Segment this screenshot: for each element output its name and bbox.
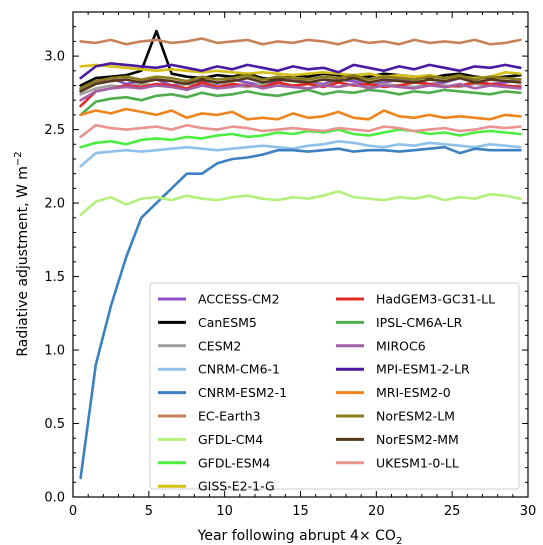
series-line-cnrm-esm2-1	[79, 145, 522, 480]
series-lines	[79, 29, 522, 480]
y-tick-label: 0.5	[44, 417, 65, 432]
series-line-ipsl-cm6a-lr	[79, 88, 522, 117]
series-line-mpi-esm1-2-lr	[79, 62, 522, 80]
series-line-cnrm-cm6-1	[79, 140, 522, 168]
legend-label-access-cm2: ACCESS-CM2	[198, 292, 280, 307]
x-tick-label: 5	[145, 504, 153, 519]
x-tick-label: 25	[444, 504, 461, 519]
legend-label-mpi-esm1-2-lr: MPI-ESM1-2-LR	[376, 362, 470, 377]
legend-label-gfdl-esm4: GFDL-ESM4	[198, 455, 270, 470]
x-tick-label: 0	[69, 504, 77, 519]
series-line-miroc6	[79, 82, 522, 102]
legend-box	[149, 282, 520, 490]
x-tick-label: 30	[520, 504, 537, 519]
y-tick-label: 2.5	[44, 123, 65, 138]
legend-label-cesm2: CESM2	[198, 338, 241, 353]
y-tick-label: 2.0	[44, 197, 65, 212]
x-tick-label: 10	[216, 504, 233, 519]
legend-label-miroc6: MIROC6	[376, 338, 426, 353]
y-tick-label: 1.5	[44, 270, 65, 285]
y-tick-label: 1.0	[44, 344, 65, 359]
legend-label-giss-e2-1-g: GISS-E2-1-G	[198, 479, 275, 494]
legend-label-hadgem3-gc31-ll: HadGEM3-GC31-LL	[376, 292, 495, 307]
legend-label-gfdl-cm4: GFDL-CM4	[198, 432, 263, 447]
x-tick-label: 20	[368, 504, 385, 519]
legend-label-canesm5: CanESM5	[198, 315, 257, 330]
legend-label-ukesm1-0-ll: UKESM1-0-LL	[376, 455, 459, 470]
series-line-noresm2-lm	[79, 73, 522, 90]
legend-label-ipsl-cm6a-lr: IPSL-CM6A-LR	[376, 315, 463, 330]
legend-label-noresm2-mm: NorESM2-MM	[376, 432, 459, 447]
axis-ticks	[72, 11, 529, 498]
series-line-noresm2-mm	[79, 76, 522, 93]
legend-label-cnrm-cm6-1: CNRM-CM6-1	[198, 362, 280, 377]
axis-tick-labels: 0 5 10 15 20 25 30 0.0 0.5 1.0 1.5 2.0 2.5 3.0	[44, 50, 536, 519]
series-line-gfdl-cm4	[79, 190, 522, 217]
legend-label-ec-earth3: EC-Earth3	[198, 409, 261, 424]
legend-label-mri-esm2-0: MRI-ESM2-0	[376, 385, 451, 400]
series-line-ec-earth3	[79, 37, 522, 46]
legend-label-cnrm-esm2-1: CNRM-ESM2-1	[198, 385, 287, 400]
legend: ACCESS-CM2 CanESM5 CESM2 CNRM-CM6-1 CNRM-ESM…	[149, 282, 520, 494]
x-tick-label: 15	[292, 504, 309, 519]
y-axis-title: Radiative adjustment, W m−2	[13, 151, 31, 356]
legend-label-noresm2-lm: NorESM2-LM	[376, 409, 455, 424]
series-line-mri-esm2-0	[79, 107, 522, 121]
x-axis-title: Year following abrupt 4× CO2	[197, 528, 403, 545]
series-line-gfdl-esm4	[79, 128, 522, 149]
y-tick-label: 3.0	[44, 50, 65, 65]
series-line-ukesm1-0-ll	[79, 123, 522, 139]
series-line-canesm5	[79, 29, 522, 87]
y-tick-label: 0.0	[44, 491, 65, 506]
